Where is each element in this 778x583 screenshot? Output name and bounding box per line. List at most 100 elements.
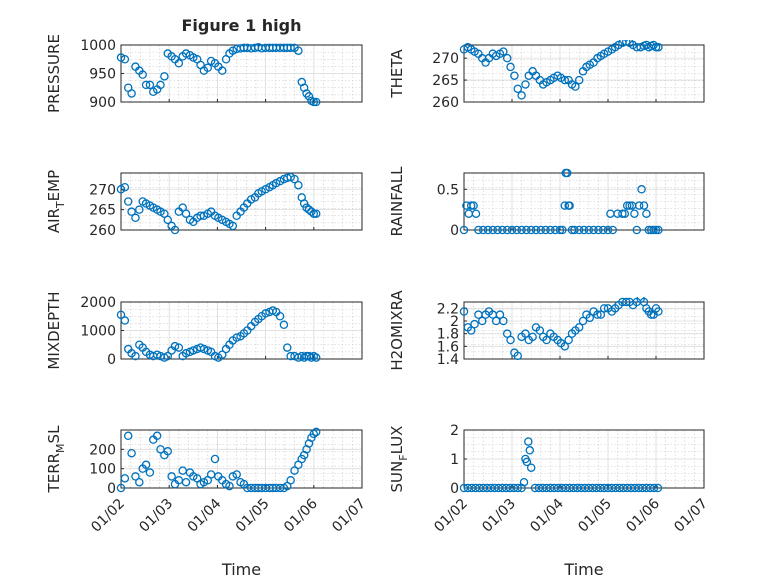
y-tick-label: 1.6 bbox=[437, 339, 459, 355]
data-point bbox=[654, 225, 663, 235]
data-point bbox=[579, 225, 589, 235]
data-point bbox=[138, 70, 147, 79]
data-point bbox=[309, 97, 319, 107]
data-point bbox=[596, 310, 606, 319]
data-point bbox=[639, 201, 649, 210]
data-point bbox=[163, 351, 173, 361]
data-point bbox=[541, 225, 550, 235]
data-point bbox=[521, 329, 530, 338]
data-point bbox=[120, 55, 130, 64]
data-point bbox=[302, 203, 311, 212]
axes-box bbox=[120, 429, 363, 489]
subplot-pressure: 900 950 1000 PRESSURE Figure 1 high bbox=[45, 16, 363, 113]
subplot-mixdepth: 0 1000 2000 MIXDEPTH bbox=[45, 291, 363, 370]
series-points bbox=[116, 427, 321, 493]
data-point bbox=[506, 62, 515, 72]
data-point bbox=[654, 42, 663, 52]
data-point bbox=[210, 454, 220, 464]
data-point bbox=[127, 207, 136, 216]
data-point bbox=[286, 43, 295, 53]
y-tick-label: 0.5 bbox=[437, 182, 459, 198]
x-tick-label: 01/06 bbox=[281, 496, 321, 536]
x-tick-label: 01/07 bbox=[329, 496, 369, 536]
data-point bbox=[225, 481, 234, 491]
data-point bbox=[578, 316, 588, 326]
x-tick-label: 01/05 bbox=[575, 496, 615, 536]
data-point bbox=[309, 209, 319, 218]
series-points bbox=[116, 172, 321, 235]
axes-box bbox=[120, 172, 363, 231]
data-point bbox=[593, 310, 602, 319]
data-point bbox=[512, 225, 522, 235]
data-point bbox=[535, 326, 545, 335]
data-point bbox=[524, 71, 534, 80]
y-tick-label: 2.2 bbox=[437, 301, 459, 317]
data-point bbox=[232, 470, 241, 479]
series-points bbox=[459, 297, 663, 361]
data-point bbox=[304, 205, 314, 214]
data-point bbox=[571, 82, 580, 91]
data-point bbox=[178, 466, 187, 475]
data-point bbox=[167, 472, 176, 481]
data-point bbox=[560, 201, 570, 210]
y-tick-label: 260 bbox=[432, 95, 459, 111]
data-point bbox=[228, 46, 238, 55]
data-point bbox=[524, 437, 533, 446]
data-point bbox=[135, 205, 144, 214]
data-point bbox=[141, 460, 151, 470]
y-tick-label: 900 bbox=[89, 95, 116, 111]
data-point bbox=[290, 466, 299, 475]
data-point bbox=[522, 457, 532, 467]
series-points bbox=[116, 43, 321, 107]
data-point bbox=[528, 332, 537, 342]
data-point bbox=[542, 335, 551, 345]
data-point bbox=[630, 209, 639, 218]
subplot-theta: 260 265 270 THETA bbox=[388, 40, 705, 111]
y-tick-label: 100 bbox=[89, 462, 116, 478]
series-points bbox=[459, 437, 663, 493]
data-point bbox=[275, 311, 285, 321]
data-point bbox=[116, 310, 126, 320]
axes-box bbox=[463, 44, 705, 103]
y-axis-label: AIRTEMP bbox=[45, 170, 67, 233]
data-point bbox=[513, 351, 523, 361]
data-point bbox=[459, 225, 469, 235]
data-point bbox=[642, 209, 651, 218]
data-point bbox=[498, 225, 507, 235]
data-point bbox=[510, 71, 519, 80]
data-point bbox=[311, 97, 321, 107]
data-point bbox=[521, 80, 530, 89]
data-point bbox=[574, 323, 584, 332]
axes-box bbox=[463, 172, 705, 231]
data-point bbox=[574, 75, 584, 85]
y-tick-label: 260 bbox=[89, 223, 116, 239]
data-point bbox=[522, 225, 531, 235]
data-point bbox=[506, 335, 515, 345]
data-point bbox=[145, 468, 155, 477]
data-point bbox=[464, 209, 474, 218]
data-point bbox=[574, 225, 584, 235]
y-tick-label: 1000 bbox=[80, 38, 116, 54]
data-point bbox=[634, 201, 644, 210]
data-point bbox=[589, 225, 598, 235]
data-point bbox=[570, 225, 579, 235]
data-point bbox=[517, 225, 526, 235]
data-point bbox=[565, 201, 574, 210]
data-point bbox=[646, 310, 656, 319]
data-point bbox=[127, 448, 136, 458]
data-point bbox=[478, 225, 488, 235]
data-point bbox=[499, 316, 508, 326]
y-tick-label: 0 bbox=[450, 223, 459, 239]
x-tick-label: 01/02 bbox=[431, 496, 471, 536]
data-point bbox=[599, 304, 609, 313]
y-tick-label: 1000 bbox=[80, 324, 116, 340]
data-point bbox=[131, 351, 140, 361]
data-point bbox=[560, 75, 570, 85]
data-point bbox=[311, 353, 321, 362]
data-point bbox=[474, 225, 483, 235]
y-tick-label: 265 bbox=[432, 73, 459, 89]
data-point bbox=[206, 470, 216, 479]
x-tick-label: 01/02 bbox=[88, 496, 128, 536]
data-point bbox=[469, 201, 478, 210]
y-axis-label: H2OMIXRA bbox=[388, 290, 406, 371]
